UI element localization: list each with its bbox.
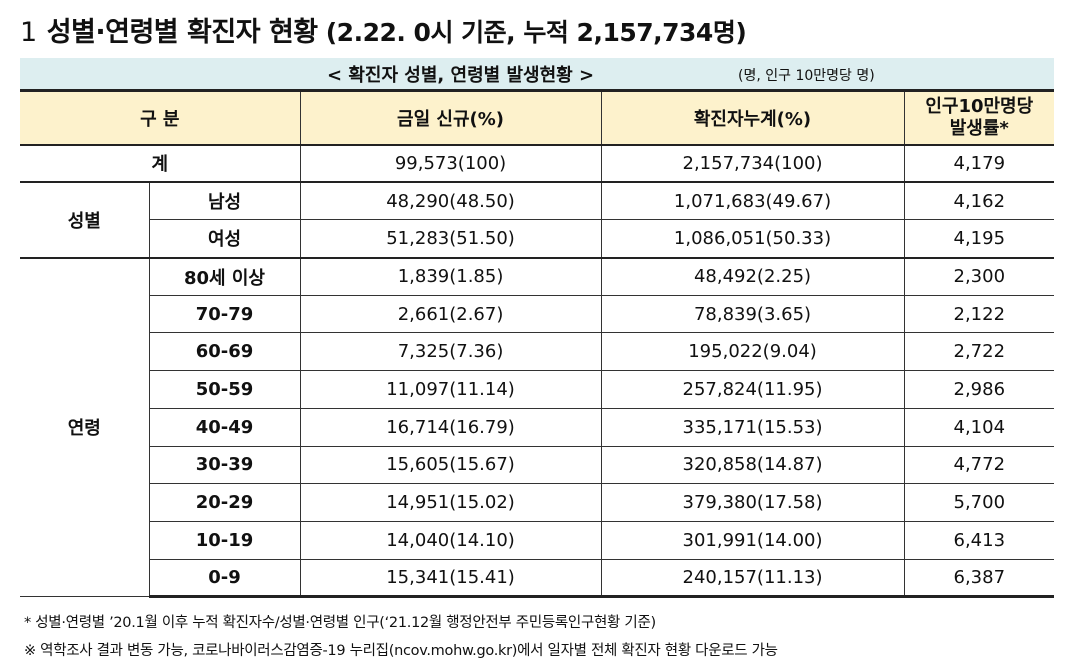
cell-rate: 6,387 [903, 558, 1055, 599]
cell-rate: 4,162 [903, 181, 1055, 221]
table-row: 여성 51,283(51.50) 1,086,051(50.33) 4,195 [20, 219, 1055, 259]
row-label: 10-19 [149, 520, 301, 560]
header-rate-line2: 발생률* [949, 117, 1009, 139]
table-row: 70-79 2,661(2.67) 78,839(3.65) 2,122 [20, 294, 1055, 334]
cell-rate: 2,300 [903, 256, 1055, 296]
header-rate-line1: 인구10만명당 [925, 95, 1034, 117]
table-row: 50-59 11,097(11.14) 257,824(11.95) 2,986 [20, 370, 1055, 409]
cell-rate: 4,772 [903, 445, 1055, 485]
header-cumulative: 확진자누계(%) [600, 89, 905, 146]
cell-cumulative: 1,071,683(49.67) [600, 181, 905, 221]
section-number: 1 [20, 17, 37, 48]
cell-cumulative: 379,380(17.58) [600, 483, 905, 522]
title-subtitle: (2.22. 0시 기준, 누적 2,157,734명) [325, 18, 747, 47]
cell-new: 15,605(15.67) [299, 445, 602, 485]
cell-new: 51,283(51.50) [299, 219, 602, 259]
group-label-sex: 성별 [20, 181, 150, 259]
row-label: 20-29 [149, 483, 301, 522]
row-label: 남성 [148, 181, 301, 221]
header-new: 금일 신규(%) [299, 89, 602, 146]
table-caption-bar: < 확진자 성별, 연령별 발생현황 > (명, 인구 10만명당 명) [20, 58, 1054, 89]
cell-new: 48,290(48.50) [299, 181, 602, 221]
row-label: 0-9 [149, 558, 301, 599]
cell-rate: 4,104 [903, 407, 1055, 447]
table-row: 40-49 16,714(16.79) 335,171(15.53) 4,104 [20, 407, 1055, 447]
table-row-total: 계 99,573(100) 2,157,734(100) 4,179 [20, 144, 1055, 183]
cell-cumulative: 320,858(14.87) [600, 445, 905, 485]
header-category: 구 분 [20, 89, 301, 146]
cell-cumulative: 257,824(11.95) [600, 370, 905, 409]
cell-new: 7,325(7.36) [299, 332, 602, 372]
cell-cumulative: 195,022(9.04) [600, 332, 905, 372]
table-unit: (명, 인구 10만명당 명) [738, 68, 875, 84]
footnote-data-source: ※ 역학조사 결과 변동 가능, 코로나바이러스감염증-19 누리집(ncov.… [24, 643, 778, 659]
cell-cumulative: 301,991(14.00) [600, 520, 905, 560]
row-label: 여성 [149, 219, 301, 259]
cell-cumulative: 48,492(2.25) [600, 256, 905, 296]
cell-rate: 2,122 [903, 294, 1055, 334]
cell-cumulative: 335,171(15.53) [600, 407, 905, 447]
table-row: 성별 남성 48,290(48.50) 1,071,683(49.67) 4,1… [20, 181, 1055, 259]
row-label: 계 [20, 144, 301, 183]
footnotes: * 성별·연령별 ’20.1월 이후 누적 확진자수/성별·연령별 인구(‘21… [24, 609, 778, 665]
page-title: 1 성별·연령별 확진자 현황 (2.22. 0시 기준, 누적 2,157,73… [20, 10, 747, 49]
table-row: 0-9 15,341(15.41) 240,157(11.13) 6,387 [20, 558, 1055, 599]
cell-new: 16,714(16.79) [299, 407, 602, 447]
header-rate: 인구10만명당 발생률* [903, 89, 1055, 146]
row-label: 80세 이상 [148, 256, 301, 296]
table-row: 연령 80세 이상 1,839(1.85) 48,492(2.25) 2,300 [20, 256, 1055, 598]
cell-rate: 2,986 [903, 370, 1055, 409]
cell-new: 14,040(14.10) [299, 520, 602, 560]
cell-rate: 5,700 [903, 483, 1055, 522]
cell-rate: 4,195 [903, 219, 1055, 259]
table-caption: < 확진자 성별, 연령별 발생현황 > [327, 65, 595, 86]
table-row: 30-39 15,605(15.67) 320,858(14.87) 4,772 [20, 445, 1055, 485]
cell-new: 2,661(2.67) [299, 294, 602, 334]
cell-cumulative: 240,157(11.13) [600, 558, 905, 599]
cell-new: 15,341(15.41) [299, 558, 602, 599]
cell-new: 14,951(15.02) [299, 483, 602, 522]
group-label-age: 연령 [20, 256, 150, 598]
cell-new: 99,573(100) [299, 144, 602, 183]
table-row: 10-19 14,040(14.10) 301,991(14.00) 6,413 [20, 520, 1055, 560]
row-label: 60-69 [149, 332, 301, 372]
table-header-row: 구 분 금일 신규(%) 확진자누계(%) 인구10만명당 발생률* [20, 89, 1055, 146]
footnote-rate-definition: * 성별·연령별 ’20.1월 이후 누적 확진자수/성별·연령별 인구(‘21… [24, 615, 656, 631]
table-row: 60-69 7,325(7.36) 195,022(9.04) 2,722 [20, 332, 1055, 372]
cell-new: 11,097(11.14) [299, 370, 602, 409]
row-label: 40-49 [149, 407, 301, 447]
cell-cumulative: 1,086,051(50.33) [600, 219, 905, 259]
title-main: 성별·연령별 확진자 현황 [46, 17, 318, 48]
table-row: 20-29 14,951(15.02) 379,380(17.58) 5,700 [20, 483, 1055, 522]
cell-new: 1,839(1.85) [299, 256, 602, 296]
row-label: 30-39 [149, 445, 301, 485]
confirmed-cases-table: 구 분 금일 신규(%) 확진자누계(%) 인구10만명당 발생률* 계 99,… [20, 89, 1055, 599]
cell-rate: 4,179 [903, 144, 1055, 183]
cell-cumulative: 78,839(3.65) [600, 294, 905, 334]
cell-rate: 2,722 [903, 332, 1055, 372]
cell-cumulative: 2,157,734(100) [600, 144, 905, 183]
row-label: 70-79 [149, 294, 301, 334]
row-label: 50-59 [149, 370, 301, 409]
cell-rate: 6,413 [903, 520, 1055, 560]
